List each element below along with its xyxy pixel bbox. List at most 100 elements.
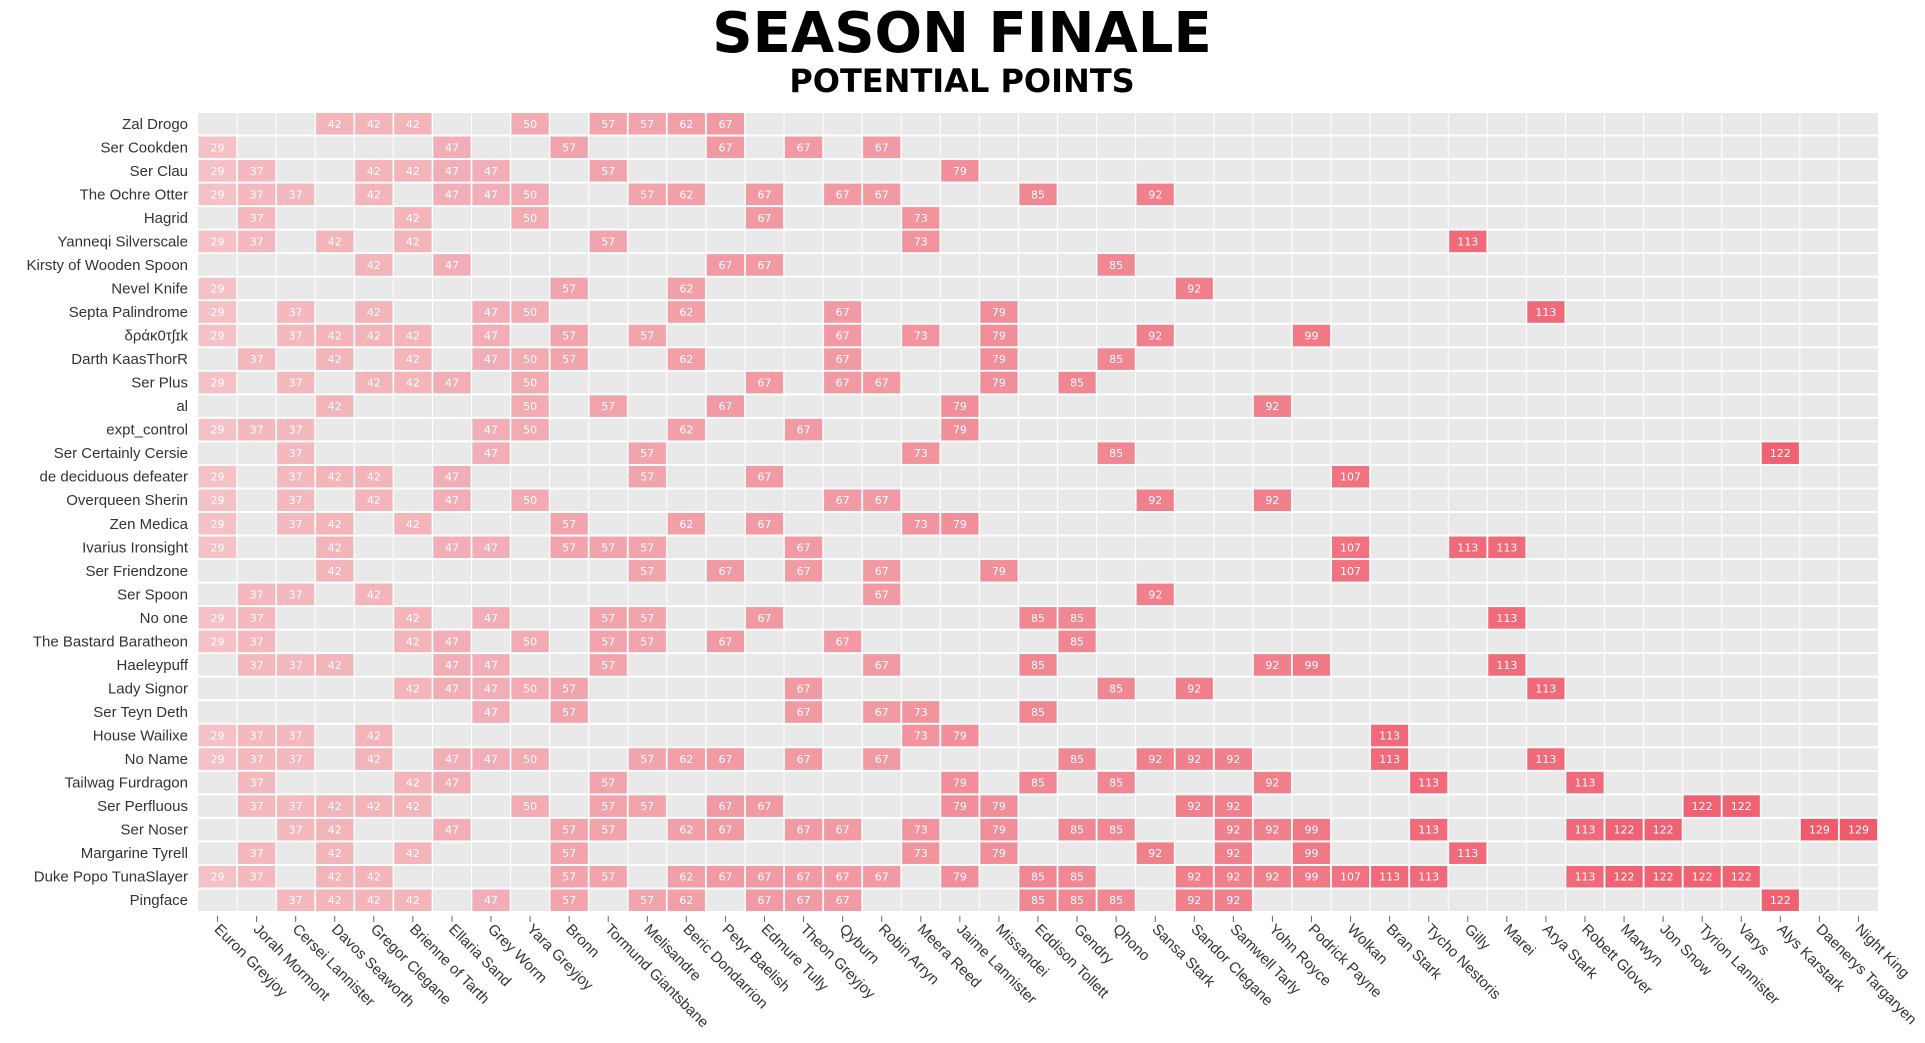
heatmap-cell (511, 748, 549, 770)
cell-value-label: 85 (1031, 894, 1045, 907)
cell-value-label: 122 (1731, 800, 1752, 813)
heatmap-cell (433, 136, 471, 159)
cell-value-label: 29 (211, 424, 225, 437)
cell-value-label: 57 (640, 471, 654, 484)
heatmap-cell (745, 607, 784, 629)
cell-value-label: 92 (1226, 800, 1240, 813)
cell-value-label: 42 (328, 565, 342, 578)
heatmap-cell (277, 371, 315, 394)
cell-value-label: 37 (250, 235, 264, 248)
cell-value-label: 79 (992, 330, 1006, 343)
cell-value-label: 62 (679, 753, 693, 766)
heatmap-cell (824, 489, 862, 511)
heatmap-cell (706, 630, 744, 653)
heatmap-cell (1175, 677, 1213, 700)
cell-value-label: 37 (289, 330, 303, 343)
cell-value-label: 85 (1070, 635, 1084, 648)
heatmap-cell (667, 865, 705, 888)
cell-value-label: 47 (445, 188, 459, 201)
cell-value-label: 92 (1265, 871, 1279, 884)
heatmap-cell (277, 724, 315, 747)
heatmap-cell (941, 513, 979, 535)
heatmap-cell (745, 513, 784, 535)
cell-value-label: 67 (797, 824, 811, 837)
heatmap-cell (589, 230, 627, 253)
heatmap-cell (238, 724, 276, 747)
heatmap-cell (785, 701, 823, 723)
cell-value-label: 42 (406, 235, 420, 248)
heatmap-cell (472, 607, 510, 629)
cell-value-label: 92 (1265, 494, 1279, 507)
cell-value-label: 67 (797, 894, 811, 907)
heatmap-cell (589, 795, 627, 817)
heatmap-cell (1214, 795, 1252, 817)
heatmap-cell (433, 771, 471, 794)
cell-value-label: 57 (562, 824, 576, 837)
heatmap-cell (1292, 818, 1331, 841)
row-background (198, 301, 1878, 323)
cell-value-label: 67 (797, 871, 811, 884)
heatmap-cell (1292, 842, 1331, 864)
heatmap-cell (745, 795, 784, 817)
row-label: Nevel Knife (111, 280, 188, 297)
cell-value-label: 42 (406, 682, 420, 695)
cell-value-label: 37 (289, 306, 303, 319)
cell-value-label: 62 (679, 353, 693, 366)
heatmap-cell (667, 301, 705, 323)
row-label: The Ochre Otter (80, 186, 188, 203)
chart-title: SEASON FINALE (712, 1, 1211, 66)
heatmap-cell (1253, 489, 1291, 511)
cell-value-label: 73 (914, 824, 928, 837)
heatmap-cell (902, 842, 940, 864)
heatmap-cell (199, 724, 237, 747)
cell-value-label: 92 (1265, 777, 1279, 790)
heatmap-cell (1058, 630, 1096, 653)
cell-value-label: 29 (211, 282, 225, 295)
cell-value-label: 47 (484, 330, 498, 343)
cell-value-label: 107 (1340, 471, 1361, 484)
row-label: Ser Spoon (117, 586, 188, 603)
cell-value-label: 129 (1848, 824, 1869, 837)
heatmap-cell (1683, 795, 1721, 817)
cell-value-label: 57 (601, 871, 615, 884)
cell-value-label: 42 (367, 188, 381, 201)
cell-value-label: 67 (875, 659, 889, 672)
heatmap-cell (706, 748, 744, 770)
cell-value-label: 47 (445, 494, 459, 507)
cell-value-label: 47 (445, 824, 459, 837)
heatmap-cell (199, 630, 237, 653)
heatmap-cell (1292, 654, 1331, 676)
cell-value-label: 42 (406, 330, 420, 343)
cell-value-label: 67 (758, 471, 772, 484)
heatmap-cell (902, 207, 940, 229)
cell-value-label: 42 (367, 259, 381, 272)
heatmap-cell (394, 207, 432, 229)
heatmap-cell (199, 536, 237, 559)
cell-value-label: 79 (953, 800, 967, 813)
cell-value-label: 47 (484, 447, 498, 460)
heatmap-cell (667, 513, 705, 535)
cell-value-label: 57 (640, 612, 654, 625)
heatmap-cell (941, 160, 979, 182)
cell-value-label: 73 (914, 847, 928, 860)
heatmap-cell (667, 889, 705, 911)
cell-value-label: 37 (289, 377, 303, 390)
cell-value-label: 29 (211, 471, 225, 484)
heatmap-cell (472, 183, 510, 206)
cell-value-label: 47 (445, 141, 459, 154)
heatmap-cell (706, 818, 744, 841)
heatmap-cell (1058, 865, 1096, 888)
cell-value-label: 57 (601, 824, 615, 837)
heatmap-cell (667, 748, 705, 770)
cell-value-label: 29 (211, 330, 225, 343)
row-label: Ser Clau (130, 163, 188, 180)
heatmap-cell (511, 630, 549, 653)
heatmap-cell (199, 136, 237, 159)
row-label: Hagrid (144, 210, 188, 227)
cell-value-label: 62 (679, 424, 693, 437)
heatmap-cell (1214, 842, 1252, 864)
cell-value-label: 57 (562, 847, 576, 860)
heatmap-cell (980, 795, 1018, 817)
cell-value-label: 29 (211, 494, 225, 507)
cell-value-label: 29 (211, 306, 225, 319)
